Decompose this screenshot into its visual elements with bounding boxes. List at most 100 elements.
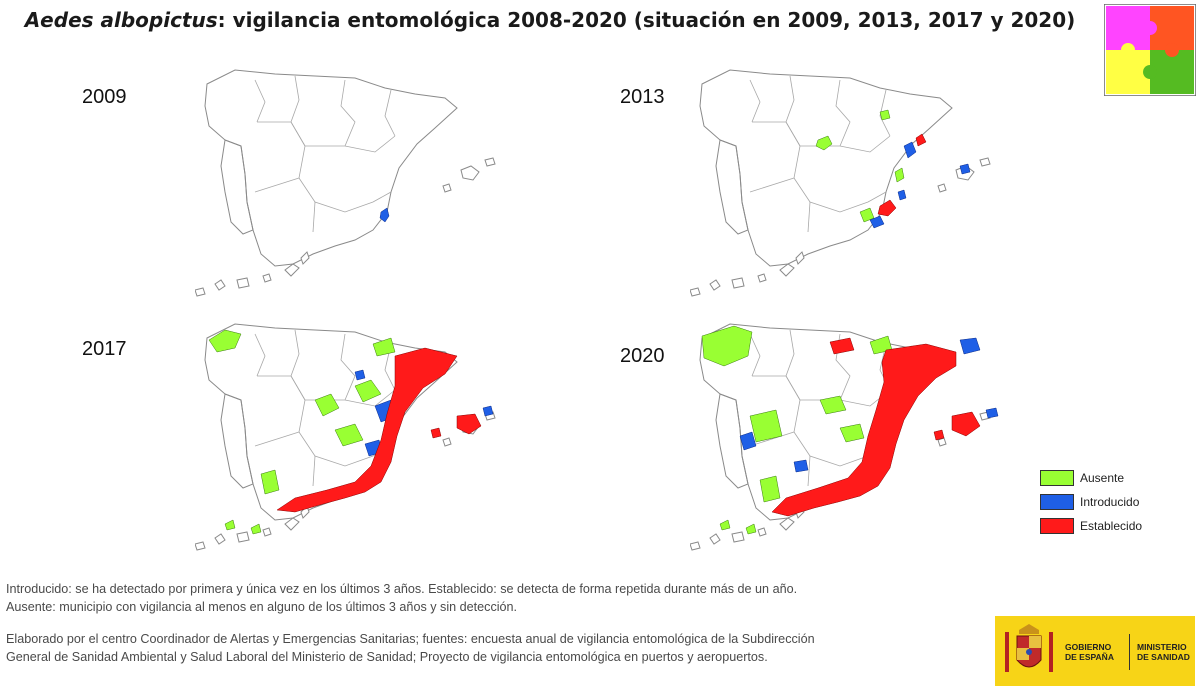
ausente-patch-2017: [260, 469, 280, 495]
legend-label-establecido: Establecido: [1080, 519, 1143, 533]
legend-item-ausente: Ausente: [1040, 466, 1142, 490]
canarias-3: [236, 277, 250, 289]
canarias-2: [709, 279, 721, 291]
canarias-4: [757, 273, 767, 283]
year-label-2009: 2009: [82, 86, 127, 108]
ausente-patch-2017: [208, 329, 242, 353]
ausente-patch-2020: [749, 409, 783, 443]
canarias-5: [284, 263, 300, 277]
ausente-patch-2017: [314, 393, 340, 417]
introducido-patch-2009: [379, 207, 390, 223]
legend-swatch-establecido: [1040, 518, 1074, 534]
establecido-patch-2020: [933, 429, 945, 441]
ausente-patch-2020: [819, 395, 847, 415]
canarias-5: [779, 263, 795, 277]
canarias-1: [690, 287, 701, 297]
establecido-patch-2013: [915, 133, 927, 147]
gobierno-espana-logo: GOBIERNO DE ESPAÑA MINISTERIO DE SANIDAD: [995, 616, 1195, 686]
year-label-2013: 2013: [620, 86, 665, 108]
introducido-patch-2013: [903, 141, 917, 159]
canarias-3: [236, 531, 250, 543]
ausente-patch-2020: [719, 519, 731, 531]
canarias-2: [214, 279, 226, 291]
introducido-patch-2013: [959, 163, 971, 175]
baleares-ibiza: [442, 183, 452, 193]
map-2009: [195, 62, 525, 322]
legend-item-establecido: Establecido: [1040, 514, 1142, 538]
establecido-patch-2020: [829, 337, 855, 355]
ausente-patch-2017: [224, 519, 236, 531]
ausente-patch-2020: [759, 475, 781, 503]
note-definitions-1: Introducido: se ha detectado por primera…: [6, 582, 798, 596]
ausente-patch-2017: [354, 379, 382, 403]
baleares-menorca: [484, 157, 496, 167]
canarias-4: [262, 273, 272, 283]
establecido-patch-2017: [276, 347, 458, 513]
legend-label-ausente: Ausente: [1080, 471, 1125, 485]
note-source-2: General de Sanidad Ambiental y Salud Lab…: [6, 650, 768, 664]
ausente-patch-2017: [372, 337, 396, 357]
establecido-patch-2020: [951, 411, 981, 437]
legend-swatch-ausente: [1040, 470, 1074, 486]
portugal-outline: [220, 139, 254, 235]
title-species: Aedes albopictus: [24, 8, 218, 32]
ausente-patch-2013: [879, 109, 891, 121]
ausente-patch-2013: [859, 207, 875, 223]
canarias-1: [195, 287, 206, 297]
canarias-3: [731, 531, 745, 543]
gobierno-espana-text: GOBIERNO DE ESPAÑA: [1065, 642, 1114, 662]
canarias-2: [214, 533, 226, 545]
establecido-patch-2017: [456, 413, 482, 435]
ausente-patch-2013: [815, 135, 833, 151]
ausente-patch-2020: [701, 325, 753, 367]
coat-of-arms-icon: [1005, 624, 1053, 672]
logo-divider: [1129, 634, 1130, 670]
canarias-1: [690, 541, 701, 551]
spain-mainland-outline: [204, 69, 458, 267]
canarias-4: [262, 527, 272, 537]
ausente-patch-2020: [839, 423, 865, 443]
ausente-patch-2017: [250, 523, 262, 535]
note-definitions-2: Ausente: municipio con vigilancia al men…: [6, 600, 518, 614]
canarias-5: [284, 517, 300, 531]
baleares-ibiza: [442, 437, 452, 447]
establecido-patch-2013: [877, 199, 897, 217]
canarias-6: [300, 251, 310, 265]
ausente-patch-2020: [745, 523, 757, 535]
canarias-1: [195, 541, 206, 551]
baleares-mallorca: [460, 165, 480, 181]
map-2020: [690, 316, 1020, 576]
legend-swatch-introducido: [1040, 494, 1074, 510]
introducido-patch-2020: [959, 337, 981, 355]
introducido-patch-2020: [793, 459, 809, 473]
establecido-patch-2020: [771, 343, 957, 517]
canarias-3: [731, 277, 745, 289]
introducido-patch-2020: [739, 431, 757, 451]
page-title: Aedes albopictus: vigilancia entomológic…: [0, 8, 1100, 32]
puzzle-logo: [1104, 4, 1196, 96]
ausente-patch-2017: [334, 423, 364, 447]
baleares-ibiza: [937, 183, 947, 193]
introducido-patch-2013: [869, 215, 885, 229]
title-rest: : vigilancia entomológica 2008-2020 (sit…: [217, 8, 1076, 32]
establecido-patch-2017: [430, 427, 442, 439]
baleares-menorca: [979, 157, 991, 167]
legend-item-introducido: Introducido: [1040, 490, 1142, 514]
ministerio-sanidad-text: MINISTERIO DE SANIDAD: [1137, 642, 1190, 662]
canarias-2: [709, 533, 721, 545]
canarias-5: [779, 517, 795, 531]
note-source-1: Elaborado por el centro Coordinador de A…: [6, 632, 815, 646]
year-label-2017: 2017: [82, 338, 127, 360]
portugal-outline: [715, 139, 749, 235]
canarias-4: [757, 527, 767, 537]
introducido-patch-2013: [897, 189, 907, 201]
map-2013: [690, 62, 1020, 322]
introducido-patch-2017: [482, 405, 494, 417]
portugal-outline: [220, 393, 254, 489]
map-2017: [195, 316, 525, 576]
introducido-patch-2020: [985, 407, 999, 419]
portugal-outline: [715, 393, 749, 489]
year-label-2020: 2020: [620, 345, 665, 367]
introducido-patch-2017: [354, 369, 366, 381]
map-legend: Ausente Introducido Establecido: [1040, 466, 1142, 538]
